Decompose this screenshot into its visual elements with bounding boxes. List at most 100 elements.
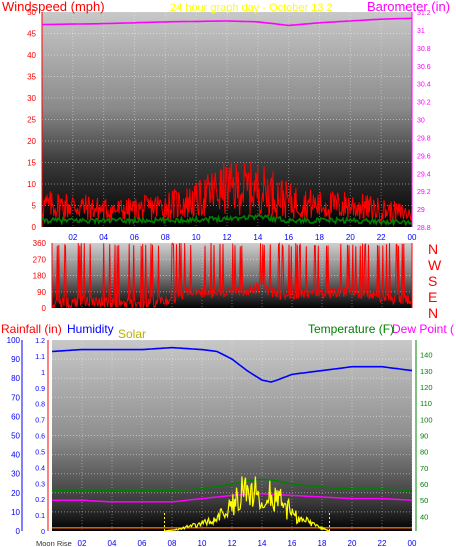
chart-1-x-tick-label: 08: [161, 233, 170, 242]
temperature-tick-label: 40: [420, 512, 428, 521]
humidity-tick-label: 90: [11, 355, 20, 364]
dewpoint-line: [52, 493, 413, 503]
chart-2-ticks: 0 90 180 270 360: [33, 239, 413, 313]
chart-1-x-tick-label: 02: [68, 233, 77, 242]
chart-2-tick-label: 270: [33, 255, 47, 264]
windspeed-axis-title: Windspeed (mph): [2, 0, 105, 14]
chart-3-x-tick-label: 06: [138, 539, 147, 547]
chart-1-x-tick-label: 22: [377, 233, 386, 242]
temperature-tick-label: 110: [420, 399, 432, 408]
chart-1-right-tick-label: 28.8: [417, 225, 431, 232]
chart-3-x-tick-label: 18: [318, 539, 327, 547]
chart-1-right-tick-label: 29.2: [417, 189, 431, 196]
chart-1-left-tick-label: 5: [32, 202, 37, 211]
graph-date-title: 24 hour graph day - October 13 2: [170, 2, 333, 14]
humidity-legend-label: Humidity: [67, 322, 114, 336]
chart-1-left-tick-label: 50: [27, 8, 36, 17]
rainfall-tick-label: 0.4: [35, 465, 45, 472]
rainfall-tick-label: 0.6: [35, 434, 45, 441]
wind-gust-line: [41, 161, 413, 223]
chart-1-left-tick-label: 20: [27, 137, 36, 146]
chart-3-grid: [52, 340, 413, 531]
chart-3-x-tick-label: 14: [258, 539, 267, 547]
chart-1-x-tick-label: 00: [408, 233, 417, 242]
rainfall-tick-label: 1.1: [35, 354, 45, 361]
chart-3-ticks: 010203040506070809010000.10.20.30.40.50.…: [7, 336, 433, 547]
chart-1-left-tick-label: 15: [27, 159, 36, 168]
rainfall-tick-label: 1.2: [35, 338, 45, 345]
temperature-line: [52, 478, 413, 492]
chart-1-x-tick-label: 04: [99, 233, 108, 242]
direction-label-w: W: [428, 257, 442, 273]
chart-2-series: [51, 242, 412, 309]
chart-1-right-tick-label: 30.2: [417, 100, 431, 107]
chart-3-x-tick-label: 20: [348, 539, 357, 547]
chart-1-ticks: 0 5 10 15 20 25 30 35 40 45 50 28.8 29 29.2 29.4 29.6 29…: [27, 8, 431, 242]
dewpoint-legend-label: Dew Point (: [392, 322, 454, 336]
humidity-tick-label: 50: [11, 432, 20, 441]
temperature-tick-label: 140: [420, 351, 433, 360]
chart-1-right-tick-label: 30.8: [417, 46, 431, 53]
rainfall-tick-label: 0.3: [35, 481, 45, 488]
rainfall-tick-label: 0.7: [35, 418, 45, 425]
chart-1-right-tick-label: 29: [417, 207, 425, 214]
rainfall-tick-label: 0.5: [35, 449, 45, 456]
chart-2-tick-label: 0: [42, 304, 47, 313]
temperature-tick-label: 90: [420, 432, 428, 441]
chart-1-x-tick-label: 14: [253, 233, 262, 242]
chart-1-x-tick-label: 16: [284, 233, 293, 242]
chart-1-right-tick-label: 30.4: [417, 82, 431, 89]
chart-3-x-tick-label: 08: [168, 539, 177, 547]
chart-3-x-tick-label: 12: [228, 539, 237, 547]
wind-direction-line: [51, 242, 412, 309]
chart-3-x-tick-label: 22: [378, 539, 387, 547]
chart-3-x-tick-label: 16: [288, 539, 297, 547]
rainfall-tick-label: 0.1: [35, 513, 45, 520]
rainfall-tick-label: 0.9: [35, 386, 45, 393]
chart-3-x-tick-label: 04: [108, 539, 117, 547]
chart-1-x-tick-label: 18: [315, 233, 324, 242]
temperature-tick-label: 130: [420, 367, 433, 376]
chart-2-tick-label: 180: [33, 272, 47, 281]
chart-2-tick-label: 360: [33, 239, 47, 248]
chart-1-right-tick-label: 31.2: [417, 10, 431, 17]
chart-1-right-tick-label: 30: [417, 118, 425, 125]
humidity-tick-label: 100: [7, 336, 21, 345]
humidity-tick-label: 40: [11, 451, 20, 460]
direction-label-n-bottom: N: [428, 305, 438, 321]
chart-1-right-tick-label: 29.4: [417, 171, 431, 178]
rainfall-tick-label: 1: [41, 370, 45, 377]
direction-label-n-top: N: [428, 241, 438, 257]
humidity-tick-label: 80: [11, 374, 20, 383]
chart-1-left-tick-label: 25: [27, 116, 36, 125]
chart-1-left-tick-label: 40: [27, 51, 36, 60]
rainfall-tick-label: 0.2: [35, 497, 45, 504]
chart-1-right-tick-label: 29.6: [417, 153, 431, 160]
chart-1-left-tick-label: 10: [27, 180, 36, 189]
chart-3-series: [51, 346, 413, 532]
chart-1-x-tick-label: 12: [223, 233, 232, 242]
chart-1-x-tick-label: 06: [130, 233, 139, 242]
direction-label-s: S: [428, 273, 437, 289]
wind-average-line: [41, 213, 413, 227]
humidity-tick-label: 70: [11, 393, 20, 402]
chart-1-right-tick-label: 29.8: [417, 135, 431, 142]
humidity-tick-label: 10: [11, 508, 20, 517]
chart-1-right-tick-label: 31: [417, 28, 425, 35]
chart-1-left-tick-label: 30: [27, 94, 36, 103]
humidity-tick-label: 0: [16, 527, 21, 536]
chart-1-x-tick-label: 20: [346, 233, 355, 242]
direction-label-e: E: [428, 289, 437, 305]
temperature-tick-label: 70: [420, 464, 428, 473]
humidity-tick-label: 30: [11, 470, 20, 479]
chart-1-frame: 0 5 10 15 20 25 30 35 40 45 50 28.8 29 29.2 29.4 29.6 29…: [27, 8, 431, 242]
chart-2-tick-label: 90: [37, 288, 46, 297]
humidity-tick-label: 60: [11, 412, 20, 421]
solar-legend-label: Solar: [118, 327, 146, 341]
temperature-tick-label: 120: [420, 383, 433, 392]
chart-3-frame: 010203040506070809010000.10.20.30.40.50.…: [7, 336, 433, 547]
humidity-line: [51, 346, 413, 383]
chart-1-right-tick-label: 30.6: [417, 64, 431, 71]
chart-1-x-tick-label: 10: [192, 233, 201, 242]
